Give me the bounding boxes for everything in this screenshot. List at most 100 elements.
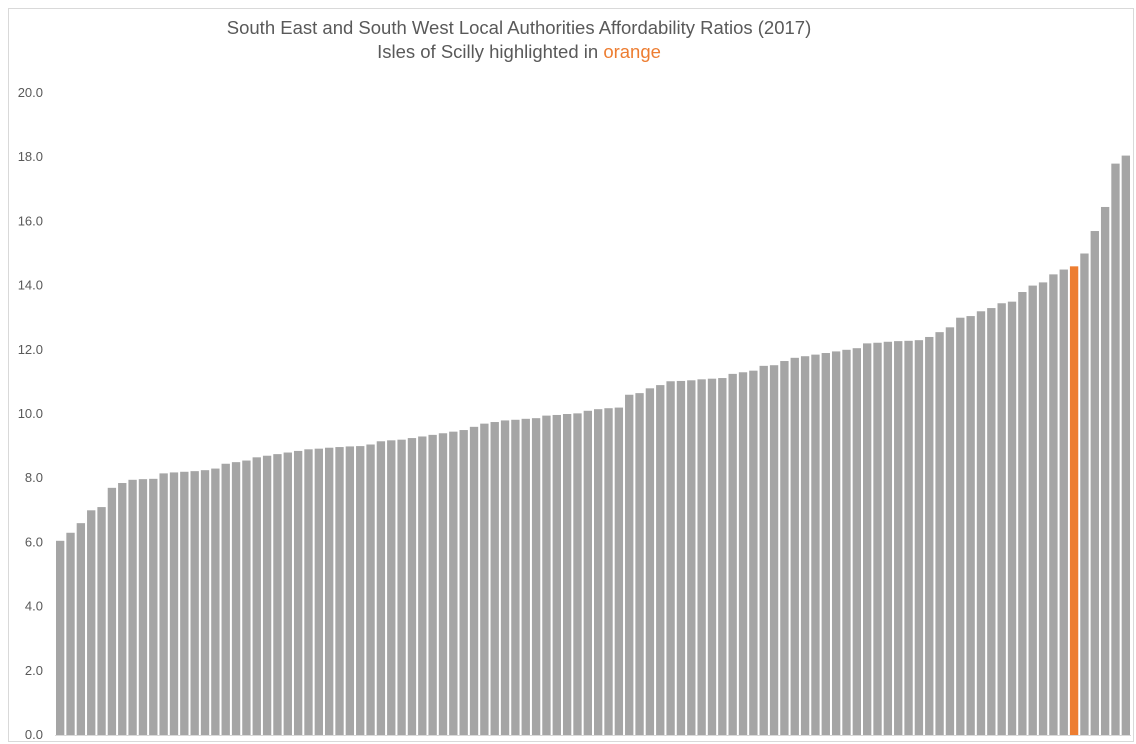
y-tick-label: 8.0 <box>25 470 43 485</box>
bar <box>956 317 965 735</box>
bar <box>769 365 779 735</box>
bar <box>376 441 386 735</box>
bar <box>573 413 582 735</box>
bar <box>190 471 199 735</box>
bar <box>1111 163 1120 735</box>
bar-highlighted <box>1069 266 1079 735</box>
bar <box>997 303 1006 735</box>
bar <box>428 434 437 735</box>
chart-subtitle-highlight: orange <box>603 41 661 62</box>
bar <box>883 341 893 735</box>
bar <box>645 388 655 735</box>
bar <box>863 343 872 735</box>
bar <box>759 365 768 735</box>
bar <box>604 408 613 735</box>
y-tick-label: 12.0 <box>18 342 43 357</box>
y-tick-label: 14.0 <box>18 278 43 293</box>
bar <box>511 419 520 735</box>
bar <box>200 470 210 735</box>
bar <box>676 380 686 735</box>
bar <box>925 336 934 735</box>
chart-title: South East and South West Local Authorit… <box>226 17 812 38</box>
y-tick-label: 16.0 <box>18 213 43 228</box>
bar <box>1018 292 1027 735</box>
chart-subtitle-prefix: Isles of Scilly highlighted in <box>377 41 604 62</box>
bar <box>1049 274 1058 735</box>
bar <box>252 457 261 735</box>
bar <box>293 450 303 735</box>
bar <box>221 463 230 735</box>
bar <box>262 455 272 735</box>
y-tick-label: 10.0 <box>18 406 43 421</box>
bar <box>852 348 861 735</box>
bar <box>159 473 168 735</box>
bar <box>345 446 355 735</box>
bar <box>749 370 758 735</box>
bar <box>407 438 417 735</box>
bar <box>180 471 189 735</box>
bar <box>542 415 551 735</box>
bar <box>273 454 282 736</box>
bar <box>449 431 458 735</box>
bar <box>1059 269 1068 735</box>
bar <box>97 507 106 735</box>
bar <box>821 353 830 735</box>
bar <box>697 379 706 735</box>
bar <box>790 357 799 735</box>
bar <box>811 354 820 735</box>
bar <box>976 311 986 735</box>
bar <box>366 444 375 735</box>
bar <box>987 308 996 735</box>
bar <box>107 487 117 735</box>
bar <box>842 349 851 735</box>
bar <box>169 472 179 735</box>
bar <box>397 439 406 735</box>
bar <box>304 449 313 735</box>
bar <box>211 468 220 735</box>
bar-chart: 0.0 2.0 4.0 6.0 8.0 10.0 12.0 14.0 16.0 18.0 20.0 <box>18 85 1131 742</box>
chart-subtitle: Isles of Scilly highlighted in orange <box>9 39 1029 64</box>
bar <box>656 385 665 735</box>
bar <box>583 410 592 735</box>
bar <box>1007 301 1017 735</box>
bar <box>335 447 344 735</box>
bar <box>831 351 841 735</box>
bar <box>552 414 561 735</box>
bar <box>314 448 323 735</box>
bar <box>894 341 903 735</box>
bar <box>666 381 675 735</box>
bar <box>718 378 727 735</box>
y-tick-label: 20.0 <box>18 85 43 100</box>
bar <box>56 540 65 735</box>
y-tick-label: 18.0 <box>18 149 43 164</box>
bar <box>1028 285 1037 735</box>
bar <box>149 478 158 735</box>
bar <box>521 418 530 735</box>
bar <box>728 373 737 736</box>
bar <box>480 423 489 735</box>
bar <box>500 420 510 735</box>
bar <box>531 418 541 735</box>
bar <box>1090 231 1099 735</box>
y-tick-label: 2.0 <box>25 663 43 678</box>
bar <box>242 460 251 735</box>
bar <box>231 462 241 735</box>
bar <box>687 380 696 735</box>
bar <box>387 440 396 735</box>
bar <box>614 407 624 735</box>
bar <box>87 510 96 735</box>
bar <box>459 430 468 735</box>
bar <box>76 523 86 735</box>
bar <box>438 433 448 735</box>
bar <box>1100 206 1110 735</box>
bar <box>945 327 955 735</box>
bar <box>1080 253 1089 735</box>
bar <box>418 436 427 735</box>
bar <box>325 447 334 735</box>
bar <box>1121 155 1130 736</box>
bar <box>738 372 748 735</box>
bar <box>904 340 913 735</box>
bar <box>635 393 644 735</box>
bar <box>594 409 603 735</box>
bar <box>935 332 944 735</box>
